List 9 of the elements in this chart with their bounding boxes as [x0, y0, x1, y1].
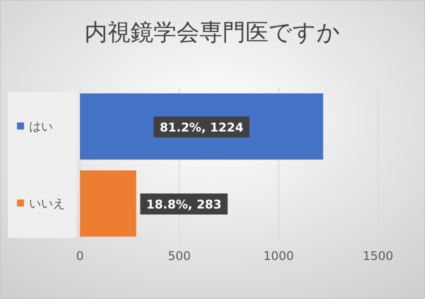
legend-label: いいえ	[29, 196, 65, 210]
data-label: 18.8%, 283	[146, 198, 222, 212]
x-tick-label: 0	[76, 249, 84, 263]
x-tick-label: 500	[168, 249, 191, 263]
data-label: 81.2%, 1224	[160, 120, 244, 134]
chart-title: 内視鏡学会専門医ですか	[84, 20, 340, 46]
x-tick-label: 1000	[263, 249, 294, 263]
legend-label: はい	[29, 120, 53, 134]
x-tick-label: 1500	[362, 249, 394, 263]
